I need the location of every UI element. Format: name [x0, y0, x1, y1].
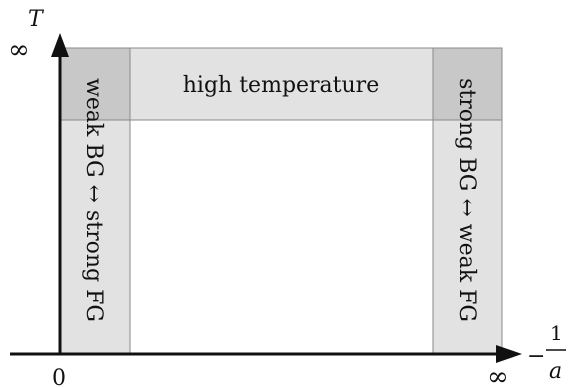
- y-axis-label: T: [28, 7, 45, 32]
- right-strip-label: strong BG ↔ weak FG: [454, 78, 479, 322]
- y-axis-arrow-icon: [51, 33, 69, 57]
- top-right-corner-cell: [432, 47, 503, 121]
- x-right-infinity-label: ∞: [487, 362, 509, 387]
- x-axis-label-denominator: a: [549, 359, 562, 384]
- origin-label: 0: [52, 366, 66, 387]
- high-temperature-region: [59, 47, 503, 121]
- high-temperature-label: high temperature: [183, 73, 379, 98]
- x-axis-label-numerator: 1: [550, 321, 563, 345]
- x-axis-label-sign: −: [527, 344, 545, 369]
- x-axis-arrow-icon: [496, 345, 522, 363]
- top-left-corner-cell: [59, 47, 131, 121]
- left-strip-label: weak BG ↔ strong FG: [81, 78, 106, 322]
- y-top-infinity-label: ∞: [8, 35, 30, 65]
